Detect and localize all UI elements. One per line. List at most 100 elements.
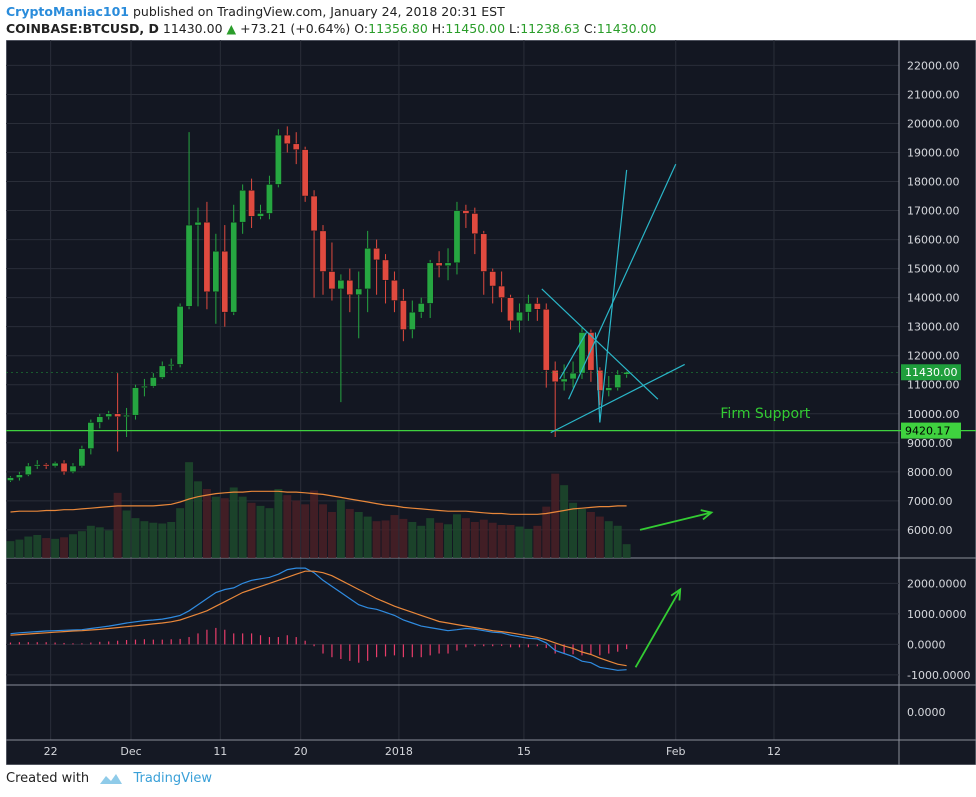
volume-bar-22 <box>202 489 211 558</box>
time-axis-background <box>6 740 899 765</box>
price-tick-label-4: 18000.00 <box>907 176 960 189</box>
volume-bar-36 <box>327 512 336 558</box>
candle-66 <box>596 367 604 406</box>
volume-bar-53 <box>479 519 488 558</box>
candle-51 <box>462 204 470 228</box>
candle-body-3 <box>33 464 41 467</box>
volume-arrow-0-head <box>700 509 714 521</box>
candle-28 <box>257 204 264 220</box>
volume-bar-25 <box>229 487 238 558</box>
candle-40 <box>364 230 372 313</box>
candle-44 <box>400 288 407 342</box>
volume-bar-13 <box>122 510 131 558</box>
open-value: 11356.80 <box>368 21 428 36</box>
volume-arrow-0 <box>639 511 712 531</box>
candle-body-7 <box>69 465 77 473</box>
candle-body-44 <box>400 300 407 330</box>
volume-bar-64 <box>578 508 586 558</box>
candle-body-0 <box>7 477 14 481</box>
candle-body-45 <box>408 311 416 330</box>
volume-bar-26 <box>238 496 247 558</box>
candle-29 <box>266 175 273 220</box>
volume-bar-1 <box>15 539 24 558</box>
candle-52 <box>471 207 479 255</box>
last-price-tag: 11430.00 <box>905 366 958 379</box>
tradingview-link[interactable]: TradingView <box>133 771 212 786</box>
candle-35 <box>319 225 327 295</box>
candle-26 <box>239 184 247 234</box>
volume-bar-54 <box>488 522 497 558</box>
support-price-tag: 9420.17 <box>905 425 951 438</box>
candle-39 <box>355 271 363 339</box>
candle-33 <box>301 146 309 202</box>
volume-bar-28 <box>256 505 265 558</box>
macd-tick-label-3: -1000.0000 <box>907 669 970 682</box>
candle-47 <box>426 259 434 318</box>
volume-bar-37 <box>336 499 345 558</box>
firm-support-annotation: Firm Support <box>720 406 810 422</box>
candle-body-64 <box>578 332 586 374</box>
volume-bar-47 <box>426 518 435 558</box>
volume-bar-12 <box>113 492 122 558</box>
volume-bar-24 <box>220 498 229 558</box>
candle-3 <box>33 460 41 469</box>
candle-body-6 <box>60 462 68 473</box>
candle-0 <box>7 476 14 482</box>
price-tick-label-11: 11000.00 <box>907 379 960 392</box>
volume-bar-35 <box>319 504 327 558</box>
volume-bar-66 <box>595 516 604 558</box>
candle-27 <box>248 178 255 228</box>
candle-body-34 <box>310 195 318 232</box>
volume-bar-23 <box>211 496 220 558</box>
high-value: 11450.00 <box>445 21 506 36</box>
volume-bar-68 <box>613 525 622 558</box>
price-tick-label-5: 17000.00 <box>907 205 960 218</box>
candle-22 <box>203 201 211 310</box>
candle-50 <box>453 201 461 275</box>
volume-bar-60 <box>542 506 551 558</box>
candle-body-67 <box>605 387 613 391</box>
candle-body-55 <box>498 285 505 298</box>
price-tick-label-8: 14000.00 <box>907 292 960 305</box>
trendline-5 <box>599 169 628 423</box>
volume-bar-52 <box>470 521 479 558</box>
volume-bar-33 <box>301 504 310 558</box>
symbol-header: COINBASE:BTCUSD, D 11430.00 ▲ +73.21 (+0… <box>6 21 656 36</box>
candle-body-40 <box>364 248 372 290</box>
author-link[interactable]: CryptoManiac101 <box>6 4 129 19</box>
volume-bar-6 <box>60 537 69 558</box>
candle-body-41 <box>373 248 380 261</box>
candle-57 <box>516 303 523 333</box>
candle-62 <box>560 364 568 391</box>
candle-body-29 <box>266 184 273 214</box>
low-label: L: <box>509 21 521 36</box>
macd-tick-label-0: 2000.0000 <box>907 577 967 590</box>
candle-8 <box>78 445 86 468</box>
chart-area[interactable]: 22000.00 21000.00 20000.00 19000.00 18000.00… <box>6 40 976 765</box>
candle-63 <box>569 361 577 388</box>
candle-61 <box>551 361 559 437</box>
candle-body-28 <box>257 213 264 217</box>
candle-body-54 <box>489 271 497 287</box>
candle-body-60 <box>542 309 550 371</box>
candle-body-62 <box>560 378 568 383</box>
volume-bar-39 <box>354 512 363 558</box>
trendline-4 <box>594 332 601 423</box>
candle-body-9 <box>87 422 95 449</box>
volume-bar-9 <box>86 525 95 558</box>
time-tick-label-3: 20 <box>294 745 308 758</box>
candle-body-69 <box>623 371 631 375</box>
candle-body-12 <box>114 413 122 417</box>
macd-tick-label-2: 0.0000 <box>907 638 946 651</box>
publish-header: CryptoManiac101 published on TradingView… <box>6 4 505 19</box>
candle-21 <box>194 207 202 307</box>
candle-body-36 <box>328 271 336 290</box>
volume-bar-3 <box>33 535 42 558</box>
price-chart-svg[interactable]: 22000.00 21000.00 20000.00 19000.00 18000.00… <box>6 40 976 765</box>
candle-body-37 <box>337 279 345 290</box>
candle-body-19 <box>176 306 184 365</box>
candle-7 <box>69 463 77 474</box>
candle-body-42 <box>382 259 389 281</box>
volume-bar-45 <box>408 521 417 558</box>
candle-67 <box>605 376 613 397</box>
